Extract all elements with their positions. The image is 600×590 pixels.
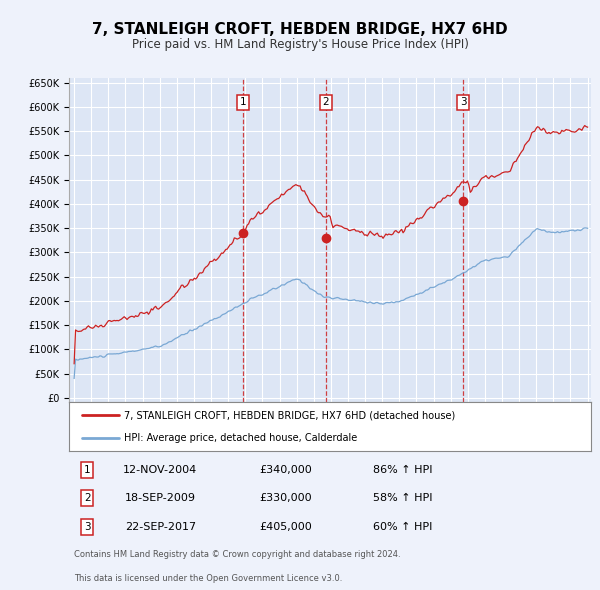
Text: 2: 2 [84,493,91,503]
Text: 7, STANLEIGH CROFT, HEBDEN BRIDGE, HX7 6HD: 7, STANLEIGH CROFT, HEBDEN BRIDGE, HX7 6… [92,22,508,37]
Text: 2: 2 [323,97,329,107]
Text: 12-NOV-2004: 12-NOV-2004 [123,465,197,475]
Text: 58% ↑ HPI: 58% ↑ HPI [373,493,433,503]
Text: 60% ↑ HPI: 60% ↑ HPI [373,522,433,532]
Text: Price paid vs. HM Land Registry's House Price Index (HPI): Price paid vs. HM Land Registry's House … [131,38,469,51]
Text: This data is licensed under the Open Government Licence v3.0.: This data is licensed under the Open Gov… [74,574,343,583]
Text: 86% ↑ HPI: 86% ↑ HPI [373,465,433,475]
Text: 3: 3 [84,522,91,532]
Text: £405,000: £405,000 [259,522,312,532]
Text: Contains HM Land Registry data © Crown copyright and database right 2024.: Contains HM Land Registry data © Crown c… [74,550,401,559]
Text: 18-SEP-2009: 18-SEP-2009 [125,493,196,503]
Text: 22-SEP-2017: 22-SEP-2017 [125,522,196,532]
Text: £340,000: £340,000 [259,465,312,475]
Text: HPI: Average price, detached house, Calderdale: HPI: Average price, detached house, Cald… [124,432,357,442]
Text: £330,000: £330,000 [259,493,312,503]
Text: 7, STANLEIGH CROFT, HEBDEN BRIDGE, HX7 6HD (detached house): 7, STANLEIGH CROFT, HEBDEN BRIDGE, HX7 6… [124,410,455,420]
Text: 1: 1 [240,97,247,107]
Text: 3: 3 [460,97,466,107]
Text: 1: 1 [84,465,91,475]
